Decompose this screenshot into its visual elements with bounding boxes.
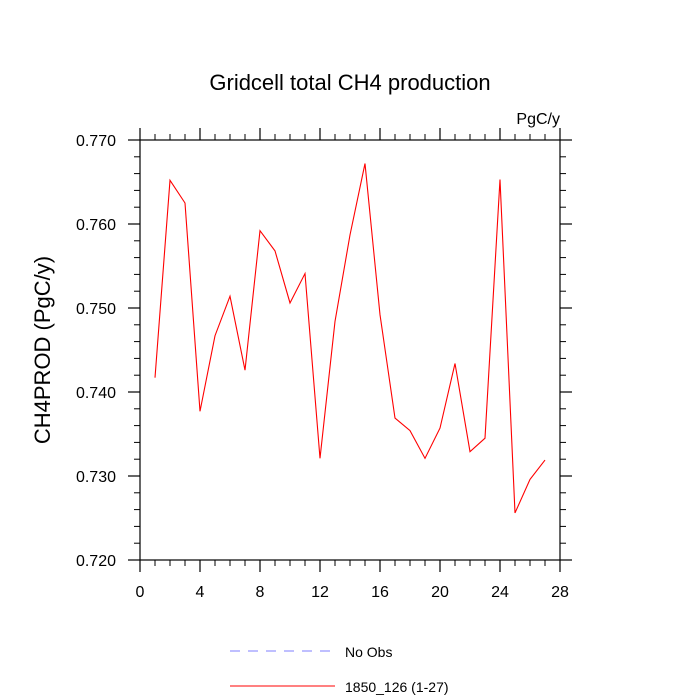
x-tick-label: 8 <box>256 584 265 601</box>
x-tick-label: 20 <box>431 584 449 601</box>
y-tick-label: 0.770 <box>76 133 116 150</box>
x-tick-label: 24 <box>491 584 509 601</box>
data-point <box>349 233 352 236</box>
y-tick-label: 0.730 <box>76 469 116 486</box>
legend: No Obs 1850_126 (1-27) <box>230 644 449 695</box>
data-point <box>424 457 427 460</box>
x-tick-label: 4 <box>196 584 205 601</box>
data-point <box>514 511 517 514</box>
y-tick-label: 0.740 <box>76 385 116 402</box>
data-point <box>334 320 337 323</box>
data-point <box>364 162 367 165</box>
data-point <box>244 369 247 372</box>
data-point <box>454 362 457 365</box>
x-tick-label: 12 <box>311 584 329 601</box>
data-point <box>259 229 262 232</box>
data-point <box>544 459 547 462</box>
legend-label: No Obs <box>345 644 392 660</box>
data-point <box>304 272 307 275</box>
data-point <box>184 202 187 205</box>
chart-title: Gridcell total CH4 production <box>209 70 490 95</box>
x-tick-label: 16 <box>371 584 389 601</box>
grid-ticks <box>128 128 572 572</box>
data-point <box>154 376 157 379</box>
data-point <box>214 334 217 337</box>
x-tick-label: 0 <box>136 584 145 601</box>
data-point <box>229 295 232 298</box>
legend-label: 1850_126 (1-27) <box>345 679 449 695</box>
y-tick-label: 0.750 <box>76 301 116 318</box>
data-point <box>169 179 172 182</box>
y-axis-label: CH4PROD (PgC/y) <box>30 256 55 444</box>
data-series <box>154 162 547 514</box>
x-tick-label: 28 <box>551 584 569 601</box>
data-point <box>289 301 292 304</box>
data-point <box>469 450 472 453</box>
series-line <box>154 163 546 514</box>
data-point <box>199 410 202 413</box>
data-point <box>274 249 277 252</box>
data-point <box>529 478 532 481</box>
y-tick-label: 0.760 <box>76 217 116 234</box>
data-point <box>379 313 382 316</box>
data-point <box>484 437 487 440</box>
units-label: PgC/y <box>516 111 560 128</box>
data-point <box>319 457 322 460</box>
y-tick-label: 0.720 <box>76 553 116 570</box>
plot-frame <box>139 139 561 561</box>
data-point <box>394 417 397 420</box>
data-point <box>409 429 412 432</box>
data-point <box>439 427 442 430</box>
data-point <box>499 178 502 181</box>
tick-labels: 0 4 8 12 16 20 24 28 0.720 0.730 0.740 0.750 0.760 0.… <box>76 133 569 601</box>
